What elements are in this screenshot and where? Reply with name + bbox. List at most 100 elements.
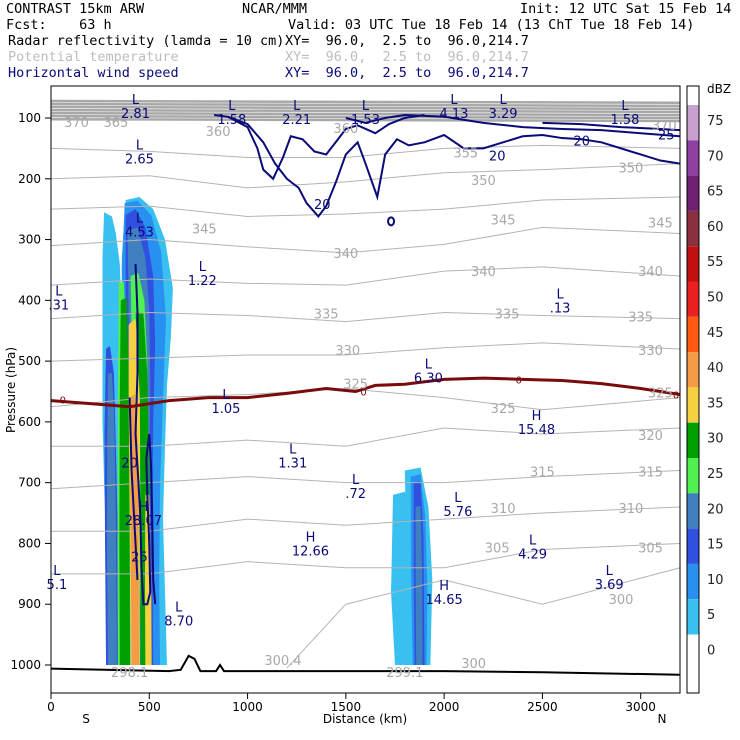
theta-line-1 xyxy=(50,266,681,286)
wind-label-4: 20 xyxy=(121,456,138,471)
reflectivity-cell-18 xyxy=(415,505,423,665)
extremum-kind-7: L xyxy=(136,139,144,154)
extremum-value-19: 12.66 xyxy=(292,545,329,560)
theta-label-0: 370 xyxy=(64,116,89,131)
colorbar-segment-55 xyxy=(687,246,699,282)
extremum-value-23: 14.65 xyxy=(426,593,463,608)
wind-label-0: 20 xyxy=(314,198,331,213)
colorbar-segment-60 xyxy=(687,210,699,247)
x-tick-label-0: 0 xyxy=(47,700,55,714)
extremum-kind-16: L xyxy=(352,473,360,488)
wind-label-2: 20 xyxy=(573,134,590,149)
colorbar-label-5: 5 xyxy=(707,608,715,623)
theta-label-33: 299.1 xyxy=(386,666,423,681)
x-axis-label: Distance (km) xyxy=(323,712,407,726)
wind-line-0 xyxy=(214,113,681,219)
wind-contours xyxy=(128,113,681,606)
extremum-kind-2: L xyxy=(293,99,301,114)
colorbar-segment-35 xyxy=(687,387,699,423)
plot-frame xyxy=(50,85,681,694)
extremum-kind-9: L xyxy=(199,260,207,275)
colorbar-segment-25 xyxy=(687,458,699,494)
header-line1-right: Init: 12 UTC Sat 15 Feb 14 xyxy=(520,1,732,17)
stratosphere-isentrope-5 xyxy=(50,114,681,120)
theta-label-12: 340 xyxy=(471,265,496,280)
field-reflectivity-xy: XY= 96.0, 2.5 to 96.0,214.7 xyxy=(285,33,529,49)
y-tick-label-800: 800 xyxy=(18,536,41,550)
theta-label-29: 300 xyxy=(461,657,486,672)
colorbar-label-20: 20 xyxy=(707,502,724,517)
extremum-kind-14: H xyxy=(532,409,542,424)
wind-label-5: 25 xyxy=(131,551,148,566)
theta-label-13: 340 xyxy=(638,265,663,280)
y-tick-label-700: 700 xyxy=(18,476,41,490)
x-tick-label-1000: 1000 xyxy=(232,700,263,714)
theta-label-20: 325 xyxy=(491,402,516,417)
freezing-label-0: 0 xyxy=(60,395,66,406)
extremum-kind-8: L xyxy=(136,212,144,227)
theta-line-6 xyxy=(50,470,681,490)
reflectivity-fill xyxy=(102,197,433,665)
extremum-value-12: 6.30 xyxy=(414,371,443,386)
colorbar-frame xyxy=(686,85,700,694)
x-tick-label-500: 500 xyxy=(138,700,161,714)
theta-label-9: 345 xyxy=(491,213,516,228)
theta-label-6: 350 xyxy=(471,174,496,189)
colorbar-label-75: 75 xyxy=(707,114,724,129)
x-tick-label-2000: 2000 xyxy=(429,700,460,714)
theta-label-23: 315 xyxy=(530,466,555,481)
wind-line-4 xyxy=(134,263,157,606)
theta-label-3: 360 xyxy=(333,122,358,137)
freezing-level-line xyxy=(50,376,681,409)
extremum-kind-23: H xyxy=(439,579,449,594)
colorbar-unit: dBZ xyxy=(707,82,731,96)
colorbar-segment-30 xyxy=(687,422,699,458)
extremum-kind-15: L xyxy=(289,442,297,457)
colorbar-bottom-segment xyxy=(687,634,699,693)
extremum-value-16: .72 xyxy=(345,487,366,502)
colorbar-segment-5 xyxy=(687,599,699,635)
theta-label-22: 320 xyxy=(638,429,663,444)
extremum-kind-19: H xyxy=(306,531,316,546)
y-tick-label-400: 400 xyxy=(18,293,41,307)
colorbar-segment-15 xyxy=(687,528,699,564)
extremum-kind-13: L xyxy=(222,388,230,403)
colorbar-label-50: 50 xyxy=(707,291,724,306)
theta-line-0 xyxy=(50,226,681,254)
theta-line-9 xyxy=(286,567,681,669)
theta-label-31: 300.4 xyxy=(264,654,301,669)
extremum-kind-22: L xyxy=(606,564,614,579)
extremum-value-17: 5.76 xyxy=(443,505,472,520)
extremum-value-6: 1.58 xyxy=(610,113,639,128)
extremum-value-7: 2.65 xyxy=(125,153,154,168)
wind-line-3 xyxy=(542,121,681,132)
extremum-value-0: 2.81 xyxy=(121,107,150,122)
y-tick-label-1000: 1000 xyxy=(10,658,41,672)
theta-label-27: 305 xyxy=(485,542,510,557)
header-line1-left: CONTRAST 15km ARW xyxy=(6,1,145,17)
colorbar-segment-75 xyxy=(687,105,699,141)
extremum-value-11: .13 xyxy=(550,301,571,316)
extremum-kind-21: L xyxy=(53,564,61,579)
theta-label-21: 325 xyxy=(648,387,673,402)
wind-line-1 xyxy=(227,113,425,181)
field-theta-xy: XY= 96.0, 2.5 to 96.0,214.7 xyxy=(285,49,529,65)
extremum-value-22: 3.69 xyxy=(595,578,624,593)
extremum-kind-11: L xyxy=(556,287,564,302)
stratosphere-isentrope-4 xyxy=(50,111,681,117)
field-wind-label: Horizontal wind speed xyxy=(8,65,179,81)
extremum-kind-6: L xyxy=(621,99,629,114)
theta-line-2 xyxy=(50,311,681,323)
theta-line-10 xyxy=(50,163,681,189)
extremum-kind-20: L xyxy=(529,534,537,549)
theta-line-11 xyxy=(50,196,681,217)
colorbar-label-25: 25 xyxy=(707,467,724,482)
colorbar-segment-45 xyxy=(687,316,699,353)
field-wind-xy: XY= 96.0, 2.5 to 96.0,214.7 xyxy=(285,65,529,81)
colorbar-label-65: 65 xyxy=(707,185,724,200)
freezing-label-3: 0 xyxy=(673,391,679,402)
colorbar-label-70: 70 xyxy=(707,149,724,164)
extremum-value-21: 5.1 xyxy=(47,578,68,593)
header-line2-right: Valid: 03 UTC Tue 18 Feb 14 (13 ChT Tue … xyxy=(288,17,695,33)
extremum-kind-10: L xyxy=(55,284,63,299)
